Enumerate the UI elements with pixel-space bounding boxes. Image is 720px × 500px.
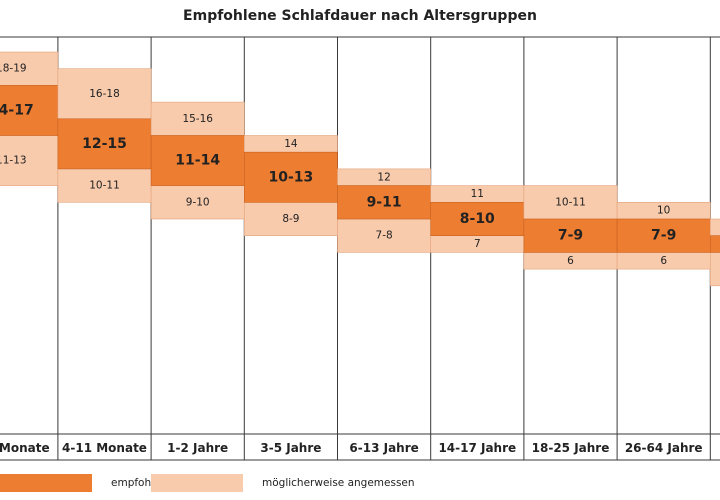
data-label-acceptable-lower: 11-13 [0, 155, 27, 167]
category-label: 26-64 Jahre [625, 441, 703, 455]
data-label-recommended: 8-10 [460, 211, 495, 227]
bar-acceptable-lower [337, 218, 431, 253]
data-label-recommended: 12-15 [82, 136, 127, 152]
data-label-acceptable-upper: 18-19 [0, 63, 27, 75]
data-label-acceptable-upper: 11 [471, 188, 484, 200]
bar-acceptable-lower [709, 252, 720, 287]
category-label: 1-2 Jahre [167, 441, 228, 455]
data-label-acceptable-lower: 6 [567, 255, 574, 267]
data-label-acceptable-upper: 10-11 [555, 196, 586, 208]
legend-swatch-acceptable [151, 474, 243, 492]
bar-recommended [337, 185, 431, 220]
data-label-recommended: 11-14 [175, 153, 220, 169]
data-label-acceptable-lower: 9-10 [186, 196, 210, 208]
legend-swatch-recommended [0, 474, 92, 492]
data-label-acceptable-lower: 7 [474, 238, 481, 250]
bar-recommended [57, 118, 152, 170]
category-label: 14-17 Jahre [438, 441, 516, 455]
category-label: 18-25 Jahre [532, 441, 610, 455]
category-label: 6-13 Jahre [349, 441, 418, 455]
data-label-recommended: 7-9 [558, 228, 583, 244]
bar-acceptable-lower [244, 202, 338, 237]
bar-recommended [709, 235, 720, 253]
data-label-acceptable-upper: 15-16 [182, 113, 213, 125]
bar-recommended [523, 218, 618, 253]
chart-title: Empfohlene Schlafdauer nach Altersgruppe… [183, 8, 537, 24]
data-label-acceptable-upper: 10 [657, 205, 670, 217]
data-label-acceptable-lower: 7-8 [376, 230, 393, 242]
bar-recommended [150, 135, 245, 186]
bar-acceptable-upper [150, 101, 245, 136]
bar-recommended [616, 218, 711, 253]
data-label-recommended: 7-9 [651, 228, 676, 244]
legend-label-acceptable: möglicherweise angemessen [262, 477, 415, 489]
data-label-acceptable-upper: 16-18 [89, 88, 120, 100]
data-label-recommended: 14-17 [0, 102, 34, 118]
category-label: 4-11 Monate [62, 441, 147, 455]
bar-recommended [0, 85, 59, 136]
bar-acceptable-upper [523, 185, 618, 220]
category-label: 0-3 Monate [0, 441, 50, 455]
data-label-acceptable-upper: 12 [377, 171, 390, 183]
data-label-recommended: 9-11 [367, 194, 402, 210]
bar-acceptable-lower [57, 168, 152, 203]
category-label: 3-5 Jahre [260, 441, 321, 455]
data-label-acceptable-lower: 10-11 [89, 180, 120, 192]
data-label-acceptable-lower: 8-9 [282, 213, 299, 225]
bar-recommended [244, 151, 338, 203]
data-label-recommended: 10-13 [269, 169, 314, 185]
data-label-acceptable-upper: 14 [284, 138, 298, 150]
data-label-acceptable-lower: 6 [660, 255, 667, 267]
bar-acceptable-upper [709, 218, 720, 237]
